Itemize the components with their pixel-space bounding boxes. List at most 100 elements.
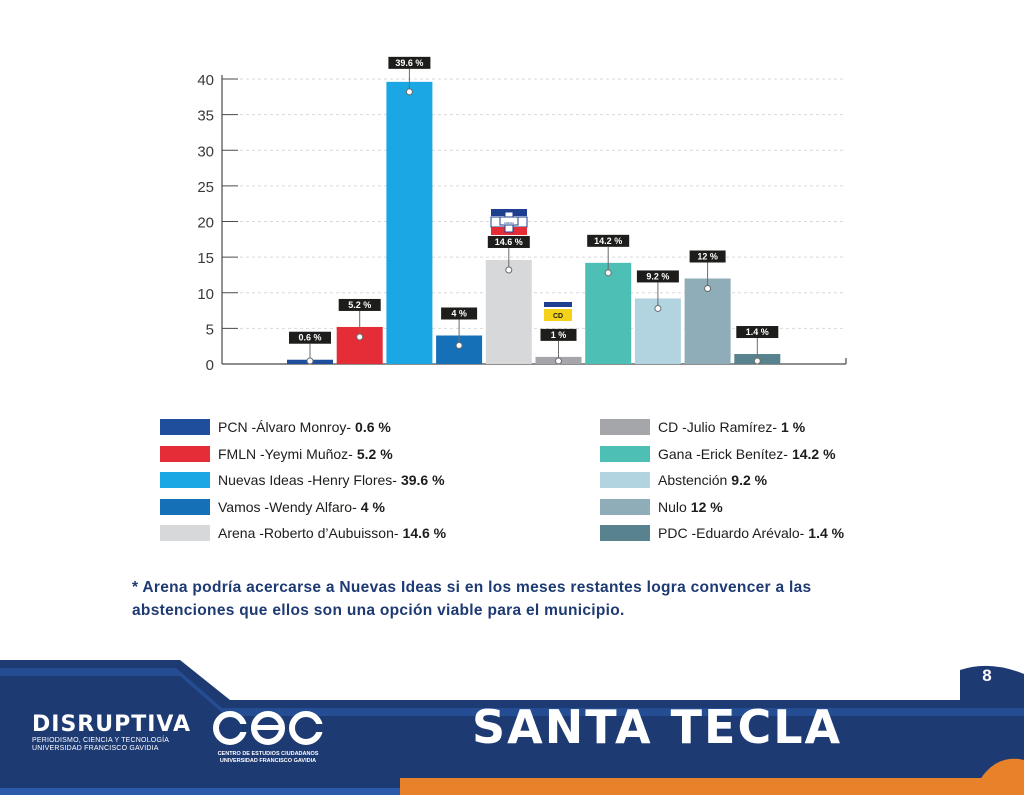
bars xyxy=(287,81,781,364)
grid-lines xyxy=(240,78,846,329)
cec-logo-sub2: UNIVERSIDAD FRANCISCO GAVIDIA xyxy=(219,758,317,764)
legend-item: CD -Julio Ramírez- 1 % xyxy=(600,414,844,441)
legend-item: PDC -Eduardo Arévalo- 1.4 % xyxy=(600,520,844,547)
data-label-box xyxy=(487,235,530,248)
legend-value: 0.6 % xyxy=(355,419,391,436)
cec-logo-sub1: CENTRO DE ESTUDIOS CIUDADANOS xyxy=(217,751,319,757)
data-label: 5.2 % xyxy=(348,300,371,310)
legend-item: Abstención 9.2 % xyxy=(600,467,844,494)
legend-swatch xyxy=(160,472,210,489)
data-label: 14.6 % xyxy=(495,237,523,247)
footnote: * Arena podría acercarse a Nuevas Ideas … xyxy=(132,579,812,619)
legend-swatch xyxy=(600,419,650,436)
data-label-box xyxy=(689,250,726,263)
legend-label: Gana -Erick Benítez- xyxy=(658,445,788,462)
disruptiva-logo-sub1: PERIODISMO, CIENCIA Y TECNOLOGÍA xyxy=(32,737,170,744)
legend-swatch xyxy=(600,472,650,489)
y-tick-label: 30 xyxy=(197,143,214,160)
legend-swatch xyxy=(160,419,210,436)
data-label: 12 % xyxy=(697,252,718,262)
label-dot xyxy=(455,342,463,349)
legend-item: Arena -Roberto d’Aubuisson- 14.6 % xyxy=(160,520,446,547)
cec-logo-mark xyxy=(213,711,324,745)
data-label-box xyxy=(736,326,779,339)
data-label: 1 % xyxy=(551,330,567,340)
bar-nulo xyxy=(684,278,731,364)
cec-logo: CENTRO DE ESTUDIOS CIUDADANOS UNIVERSIDA… xyxy=(212,710,324,765)
y-tick-label: 0 xyxy=(206,357,214,374)
label-dot xyxy=(654,304,662,312)
legend-value: 12 % xyxy=(690,498,723,515)
label-dot xyxy=(753,357,761,365)
cd-logo-text: CD xyxy=(553,313,563,320)
data-label-box xyxy=(540,328,577,341)
label-dot xyxy=(704,285,712,292)
legend-label: PCN -Álvaro Monroy- xyxy=(218,419,352,436)
bar-chart: 0 5 10 15 20 25 30 35 40 0.6 % 5.2 % 39.6 % 4 % 14.6… xyxy=(197,56,847,374)
page-title: SANTA TECLA xyxy=(472,700,843,754)
legend-label: Nuevas Ideas -Henry Flores- xyxy=(218,472,397,489)
legend-value: 39.6 % xyxy=(400,472,445,489)
legend-label: Vamos -Wendy Alfaro- xyxy=(218,498,357,515)
data-label-box xyxy=(587,234,630,247)
legend-swatch xyxy=(160,498,210,515)
page-number: 8 xyxy=(982,666,992,685)
legend-label: FMLN -Yeymi Muñoz- xyxy=(218,445,353,462)
data-label-box xyxy=(441,307,478,320)
legend-label: Arena -Roberto d’Aubuisson- xyxy=(218,525,399,542)
y-tick-label: 20 xyxy=(197,215,214,232)
legend-value: 14.2 % xyxy=(791,445,836,462)
y-tick-label: 40 xyxy=(197,72,214,89)
y-tick-label: 5 xyxy=(206,321,214,338)
data-label-box xyxy=(289,331,331,344)
legend-swatch xyxy=(160,525,210,542)
legend-value: 5.2 % xyxy=(356,445,393,462)
arena-logo: ARENA xyxy=(490,209,528,235)
legend-left: PCN -Álvaro Monroy- 0.6 % FMLN -Yeymi Muño… xyxy=(160,414,446,547)
data-label-box xyxy=(636,270,679,283)
legend-value: 9.2 % xyxy=(731,472,768,489)
label-dot xyxy=(405,88,413,96)
data-labels: 0.6 % 5.2 % 39.6 % 4 % 14.6 % 1 % 14.2 % 9.2 % 1… xyxy=(289,56,779,365)
label-dot xyxy=(356,333,364,341)
data-label: 14.2 % xyxy=(594,236,622,246)
label-dot xyxy=(505,266,513,274)
bar-gana xyxy=(585,262,632,364)
y-tick-label: 15 xyxy=(197,250,214,267)
legend-value: 1.4 % xyxy=(808,525,845,542)
data-label-box xyxy=(338,298,381,311)
cd-logo: CD xyxy=(544,302,572,321)
label-dot xyxy=(306,357,314,365)
arena-logo-text: ARENA xyxy=(504,221,514,225)
legend-label: PDC -Eduardo Arévalo- xyxy=(658,525,805,542)
data-label: 1.4 % xyxy=(746,327,769,337)
bar-nuevas-ideas xyxy=(386,81,433,364)
disruptiva-logo: DISRUPTIVA PERIODISMO, CIENCIA Y TECNOLO… xyxy=(32,712,191,753)
label-dot xyxy=(555,357,562,365)
legend-right: CD -Julio Ramírez- 1 % Gana -Erick Benítez… xyxy=(600,414,844,547)
legend-label: Abstención xyxy=(658,472,728,489)
bar-arena xyxy=(485,259,532,364)
legend-swatch xyxy=(600,498,650,515)
y-tick-label: 35 xyxy=(197,108,214,125)
legend-value: 1 % xyxy=(781,419,806,436)
disruptiva-logo-sub2: UNIVERSIDAD FRANCISCO GAVIDIA xyxy=(32,745,159,752)
legend-item: Vamos -Wendy Alfaro- 4 % xyxy=(160,494,446,521)
legend-item: Nulo 12 % xyxy=(600,494,844,521)
footer-banner xyxy=(0,660,1024,795)
legend-label: Nulo xyxy=(658,498,687,515)
disruptiva-logo-name: DISRUPTIVA xyxy=(32,712,191,737)
data-label: 0.6 % xyxy=(298,333,321,343)
y-tick-label: 10 xyxy=(197,286,214,303)
y-tick-label: 25 xyxy=(197,179,214,196)
legend-item: PCN -Álvaro Monroy- 0.6 % xyxy=(160,414,446,441)
data-label: 9.2 % xyxy=(646,271,669,281)
legend-value: 4 % xyxy=(360,498,385,515)
label-dot xyxy=(604,269,612,277)
legend-swatch xyxy=(600,525,650,542)
legend-value: 14.6 % xyxy=(402,525,447,542)
legend-item: FMLN -Yeymi Muñoz- 5.2 % xyxy=(160,441,446,468)
legend-item: Nuevas Ideas -Henry Flores- 39.6 % xyxy=(160,467,446,494)
legend-swatch xyxy=(160,445,210,462)
legend-swatch xyxy=(600,445,650,462)
